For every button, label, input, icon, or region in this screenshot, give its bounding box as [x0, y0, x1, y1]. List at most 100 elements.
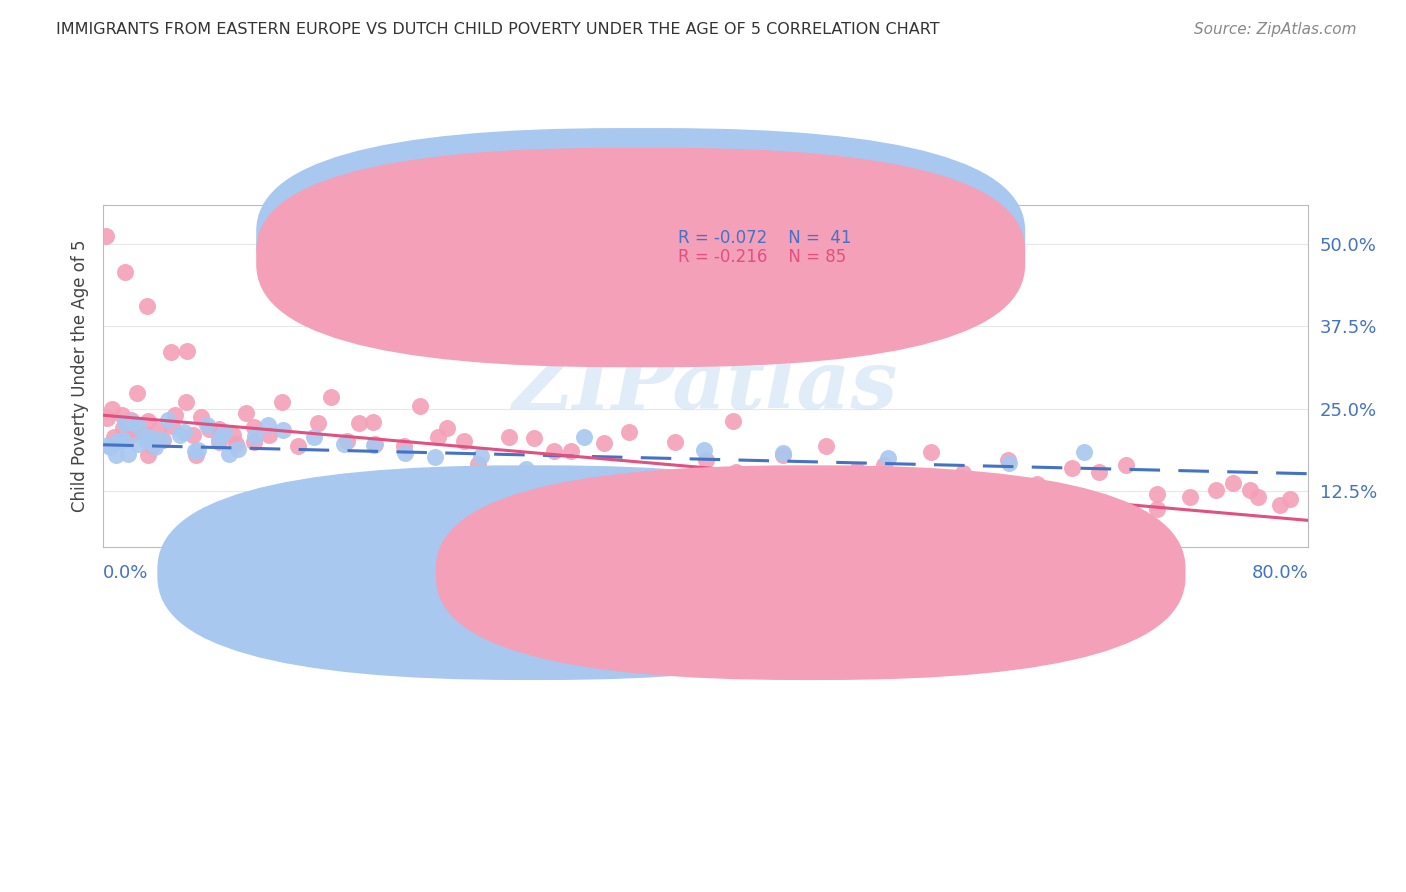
Point: [117, 447, 139, 461]
Point: [873, 458, 896, 472]
Point: [243, 429, 266, 443]
Point: [156, 412, 179, 426]
Point: [190, 409, 212, 424]
Text: R = -0.216    N = 85: R = -0.216 N = 85: [678, 249, 846, 267]
Point: [186, 448, 208, 462]
Point: [347, 416, 370, 430]
Point: [523, 430, 546, 444]
Point: [125, 386, 148, 401]
Point: [174, 395, 197, 409]
Point: [138, 430, 160, 444]
Text: 80.0%: 80.0%: [1251, 564, 1309, 582]
Point: [814, 439, 837, 453]
Point: [1062, 461, 1084, 475]
Point: [257, 418, 280, 433]
Text: Dutch: Dutch: [831, 564, 880, 582]
Point: [124, 425, 146, 439]
Text: Immigrants from Eastern Europe: Immigrants from Eastern Europe: [553, 564, 824, 582]
Point: [218, 447, 240, 461]
Point: [1146, 487, 1168, 501]
Point: [163, 408, 186, 422]
Point: [1205, 483, 1227, 498]
Point: [235, 406, 257, 420]
Point: [152, 433, 174, 447]
FancyBboxPatch shape: [256, 128, 1025, 348]
Point: [952, 466, 974, 480]
Point: [725, 465, 748, 479]
Point: [515, 462, 537, 476]
Point: [120, 427, 142, 442]
Point: [273, 423, 295, 437]
Point: [107, 434, 129, 448]
Point: [114, 265, 136, 279]
Point: [169, 427, 191, 442]
Point: [160, 418, 183, 433]
FancyBboxPatch shape: [256, 148, 1025, 368]
Point: [721, 414, 744, 428]
Point: [142, 432, 165, 446]
Point: [114, 417, 136, 431]
Point: [187, 442, 209, 457]
Point: [392, 439, 415, 453]
Point: [877, 451, 900, 466]
Text: Source: ZipAtlas.com: Source: ZipAtlas.com: [1194, 22, 1357, 37]
Point: [128, 420, 150, 434]
Point: [363, 437, 385, 451]
Point: [208, 430, 231, 444]
Point: [619, 425, 641, 440]
Point: [467, 457, 489, 471]
Point: [1115, 458, 1137, 472]
Point: [222, 428, 245, 442]
Point: [243, 420, 266, 434]
Point: [148, 423, 170, 437]
Point: [664, 435, 686, 450]
Point: [498, 430, 520, 444]
Point: [287, 439, 309, 453]
Point: [141, 439, 163, 453]
Point: [427, 430, 450, 444]
Point: [208, 434, 231, 449]
Point: [997, 453, 1019, 467]
Point: [243, 434, 266, 449]
Point: [1268, 498, 1291, 512]
Point: [271, 395, 294, 409]
Point: [115, 417, 138, 432]
Point: [212, 425, 235, 439]
Point: [423, 450, 446, 464]
Point: [1278, 492, 1301, 507]
Point: [96, 410, 118, 425]
Point: [181, 428, 204, 442]
Point: [319, 390, 342, 404]
Point: [453, 434, 475, 448]
Point: [184, 444, 207, 458]
Text: ZIPatlas: ZIPatlas: [513, 346, 898, 426]
Point: [173, 425, 195, 440]
Point: [207, 422, 229, 436]
Point: [1073, 445, 1095, 459]
Point: [920, 445, 942, 459]
Point: [470, 449, 492, 463]
Point: [176, 344, 198, 359]
Point: [363, 415, 385, 429]
FancyBboxPatch shape: [157, 466, 907, 680]
Point: [572, 430, 595, 444]
Point: [96, 229, 118, 244]
Text: IMMIGRANTS FROM EASTERN EUROPE VS DUTCH CHILD POVERTY UNDER THE AGE OF 5 CORRELA: IMMIGRANTS FROM EASTERN EUROPE VS DUTCH …: [56, 22, 939, 37]
Point: [772, 446, 794, 460]
Point: [436, 421, 458, 435]
Point: [259, 427, 281, 442]
Point: [304, 430, 326, 444]
Point: [98, 440, 121, 454]
Point: [132, 425, 155, 440]
Point: [333, 437, 356, 451]
Point: [136, 299, 159, 313]
Point: [136, 413, 159, 427]
Point: [159, 344, 181, 359]
Point: [105, 448, 128, 462]
Point: [111, 408, 134, 422]
Point: [101, 401, 124, 416]
Point: [772, 448, 794, 462]
Point: [136, 434, 159, 448]
Point: [228, 442, 250, 457]
Point: [846, 463, 869, 477]
